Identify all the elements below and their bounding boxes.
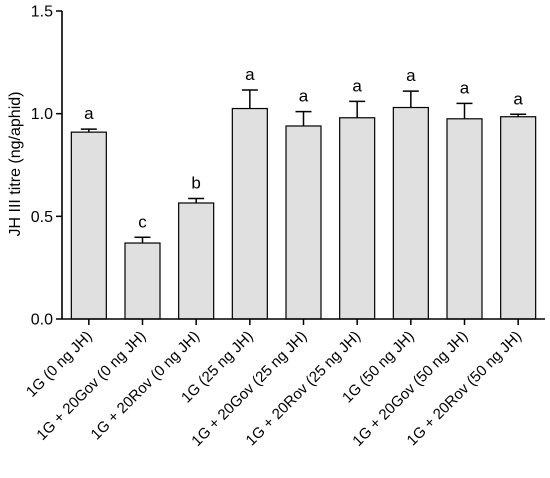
bar-1 (70, 131, 107, 320)
significance-label-9: a (513, 89, 523, 108)
bar-9 (500, 116, 537, 320)
bar-4 (231, 107, 268, 320)
significance-label-2: c (138, 212, 147, 231)
y-tick-label-1: 0.0 (31, 312, 53, 329)
significance-label-3: b (191, 173, 200, 192)
bar-5 (285, 125, 322, 320)
y-tick-label-2: 0.5 (31, 209, 53, 226)
bar-6 (339, 117, 376, 320)
bar-2 (124, 242, 161, 320)
significance-label-8: a (460, 78, 470, 97)
y-tick-label-4: 1.5 (31, 4, 53, 21)
bars-layer: a c b a a a a a a (70, 65, 537, 320)
significance-label-6: a (352, 76, 362, 95)
y-axis-title: JH III titre (ng/aphid) (7, 92, 24, 237)
bar-8 (446, 118, 483, 320)
significance-label-4: a (245, 65, 255, 84)
y-tick-label-3: 1.0 (31, 106, 53, 123)
significance-label-7: a (406, 66, 416, 85)
significance-label-1: a (84, 104, 94, 123)
bar-3 (178, 202, 215, 320)
bar-7 (392, 106, 429, 320)
significance-label-5: a (299, 87, 309, 106)
